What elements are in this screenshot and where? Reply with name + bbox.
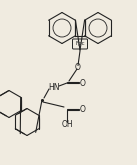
Text: OH: OH xyxy=(61,120,73,129)
Text: HN: HN xyxy=(48,82,60,92)
FancyBboxPatch shape xyxy=(72,39,88,49)
Text: O: O xyxy=(75,63,81,71)
Text: O: O xyxy=(80,105,85,115)
Text: Fpc: Fpc xyxy=(75,42,85,47)
Text: O: O xyxy=(80,79,85,87)
